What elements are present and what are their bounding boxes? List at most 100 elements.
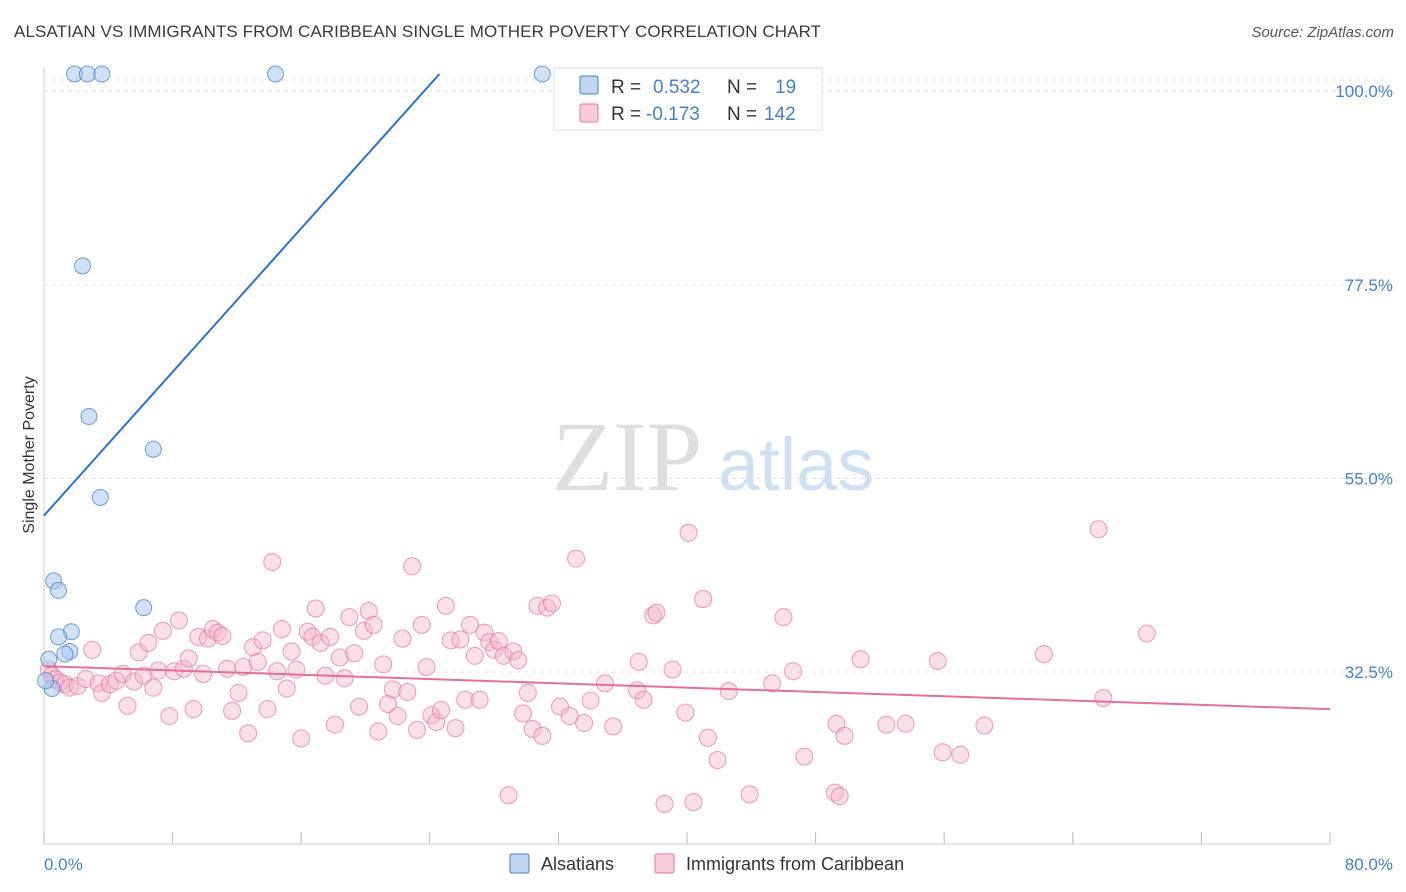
caribbean-point [258,700,277,719]
caribbean-point [504,642,523,661]
bottom-legend-swatch-alsatians [509,853,530,874]
alsatian-point [40,650,58,668]
watermark-zip: ZIP [552,401,702,512]
caribbean-point [470,690,489,709]
caribbean-point [763,674,782,693]
alsatian-point [135,599,153,617]
caribbean-point [634,690,653,709]
caribbean-point [134,666,153,685]
y-tick-label: 100.0% [1335,82,1393,101]
caribbean-point [928,651,947,670]
caribbean-point [485,640,504,659]
caribbean-point [1034,645,1053,664]
alsatian-point [37,672,55,690]
caribbean-point [514,704,533,723]
y-tick-label: 55.0% [1345,470,1393,489]
caribbean-point [509,651,528,670]
alsatian-points [37,65,551,698]
caribbean-point [560,707,579,726]
caribbean-point [393,629,412,648]
caribbean-point [1094,688,1113,707]
caribbean-point [647,603,666,622]
caribbean-point [407,720,426,739]
caribbean-point [417,658,436,677]
alsatian-point [78,65,96,83]
caribbean-point [118,696,137,715]
caribbean-point [412,615,431,634]
caribbean-point [698,728,717,747]
caribbean-point [359,602,378,621]
caribbean-point [835,726,854,745]
caribbean-point [243,638,262,657]
caribbean-point [581,691,600,710]
caribbean-trend-line [43,665,1331,711]
alsatian-point [91,488,109,506]
caribbean-point [533,726,552,745]
caribbean-point [694,590,713,609]
caribbean-point [369,722,388,741]
caribbean-point [184,700,203,719]
alsatian-point [144,440,162,458]
caribbean-point [784,662,803,681]
legend: R = 0.532 N = 19 R = -0.173 N = 142 [553,67,823,131]
alsatian-point [93,65,111,83]
y-tick-label: 32.5% [1345,663,1393,682]
caribbean-point [655,794,674,813]
caribbean-point [253,631,272,650]
bottom-legend-swatch-caribbean [654,853,675,874]
bottom-legend: Alsatians Immigrants from Caribbean [509,853,904,874]
caribbean-point [330,648,349,667]
caribbean-point [268,662,287,681]
caribbean-point [179,649,198,668]
caribbean-point [676,703,695,722]
caribbean-point [345,644,364,663]
caribbean-point [1089,520,1108,539]
legend-r-value-2: -0.173 [646,104,700,125]
caribbean-point [460,615,479,634]
caribbean-point [213,627,232,646]
axes [43,68,1331,845]
source-label: Source: ZipAtlas.com [1251,24,1394,41]
legend-n-value-2: 142 [764,104,796,125]
caribbean-point [432,701,451,720]
caribbean-point [223,701,242,720]
caribbean-point [684,793,703,812]
alsatian-point [80,408,98,426]
x-tick-label: 0.0% [44,855,83,874]
watermark-atlas: atlas [718,423,874,506]
watermark: ZIP atlas [552,401,874,512]
caribbean-point [107,671,126,690]
caribbean-point [465,646,484,665]
caribbean-point [795,747,814,766]
caribbean-point [629,652,648,671]
caribbean-point [708,750,727,769]
alsatian-point [56,645,74,663]
caribbean-point [644,606,663,625]
caribbean-point [311,633,330,652]
caribbean-point [282,642,301,661]
caribbean-point [234,658,253,677]
caribbean-point [139,633,158,652]
y-tick-label: 77.5% [1345,276,1393,295]
caribbean-point [350,697,369,716]
caribbean-point [403,557,422,576]
caribbean-point [198,629,217,648]
caribbean-point [335,669,354,688]
caribbean-point [441,631,460,650]
legend-r-label-1: R = [611,77,641,98]
caribbean-point [398,682,417,701]
caribbean-point [456,690,475,709]
caribbean-point [825,783,844,802]
caribbean-point [364,615,383,634]
caribbean-point [321,627,340,646]
caribbean-point [306,599,325,618]
caribbean-point [379,695,398,714]
caribbean-point [551,697,570,716]
caribbean-point [383,680,402,699]
chart-title: ALSATIAN VS IMMIGRANTS FROM CARIBBEAN SI… [14,22,822,41]
caribbean-point [144,678,163,697]
bottom-legend-alsatians: Alsatians [541,854,614,874]
legend-n-label-2: N = [727,104,757,125]
caribbean-points [39,520,1156,813]
legend-n-value-1: 19 [775,77,796,98]
